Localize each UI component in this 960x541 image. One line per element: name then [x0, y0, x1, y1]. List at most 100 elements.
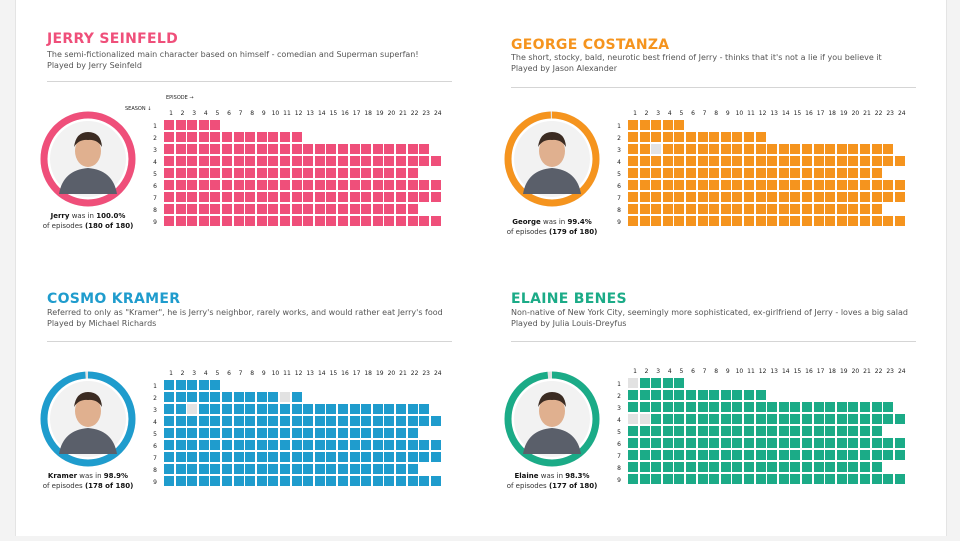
episode-cell	[894, 216, 905, 226]
episode-cell	[767, 426, 778, 436]
season-tick-label: 1	[617, 381, 621, 388]
episode-cell	[303, 428, 314, 438]
episode-cell	[662, 474, 673, 484]
episode-cell	[639, 156, 650, 166]
episode-cell	[175, 380, 186, 390]
episode-tick-label: 1	[169, 370, 173, 377]
episode-cell	[291, 156, 302, 166]
episode-cell	[732, 402, 743, 412]
episode-cell	[210, 216, 221, 226]
episode-cell	[326, 156, 337, 166]
avatar	[50, 381, 126, 457]
episode-cell	[639, 132, 650, 142]
season-tick-label: 8	[617, 207, 621, 214]
season-tick-label: 7	[153, 455, 157, 462]
episode-cell	[372, 416, 383, 426]
episode-cell	[744, 168, 754, 178]
character-short-name: Jerry	[50, 212, 70, 220]
episode-cell	[326, 192, 337, 202]
episode-cell	[187, 156, 198, 166]
was-in-text: was in	[542, 218, 566, 226]
episode-cell	[674, 180, 685, 190]
episode-cell	[303, 216, 314, 226]
episode-cell	[407, 192, 418, 202]
episode-cell	[164, 416, 174, 426]
episode-cell	[860, 438, 870, 448]
season-tick-label: 4	[617, 159, 621, 166]
season-axis-title: SEASON ↓	[125, 106, 151, 112]
character-short-name: George	[512, 218, 541, 226]
episode-tick-label: 1	[633, 110, 637, 117]
episode-cell	[883, 402, 894, 412]
episode-cell	[755, 204, 766, 214]
episode-tick-label: 18	[828, 110, 836, 117]
episode-cell	[187, 180, 198, 190]
appearance-stat: Elaine was in 98.3% of episodes (177 of …	[481, 471, 623, 491]
episode-tick-label: 5	[679, 368, 684, 375]
episode-cell	[198, 192, 209, 202]
episode-cell	[291, 464, 302, 474]
episode-cell	[314, 464, 325, 474]
episode-cell	[303, 464, 314, 474]
episode-cell	[361, 168, 372, 178]
episode-cell	[314, 216, 325, 226]
episode-cell	[407, 428, 418, 438]
episode-cell	[732, 438, 743, 448]
episode-cell	[280, 440, 290, 450]
episode-cell	[222, 216, 232, 226]
episode-cell	[164, 168, 174, 178]
season-tick-label: 4	[153, 419, 157, 426]
episode-tick-label: 18	[364, 110, 372, 117]
episode-cell	[245, 428, 256, 438]
episode-cell	[755, 144, 766, 154]
episode-cell	[175, 168, 186, 178]
episode-cell	[384, 440, 395, 450]
episode-cell	[674, 144, 685, 154]
episode-cell	[836, 414, 847, 424]
episode-cell	[720, 414, 731, 424]
episode-cell	[836, 144, 847, 154]
episode-cell	[697, 144, 708, 154]
episode-cell	[187, 464, 198, 474]
episode-cell	[662, 462, 673, 472]
episode-cell	[744, 390, 754, 400]
episode-cell	[280, 144, 290, 154]
season-tick-labels: 1 2 3 4 5 6 7 8 9	[613, 122, 627, 232]
episode-cell	[164, 464, 174, 474]
episode-cell	[697, 426, 708, 436]
episode-cell	[860, 474, 870, 484]
episode-cell	[651, 132, 662, 142]
character-short-name: Kramer	[47, 472, 78, 480]
episode-cell	[674, 192, 685, 202]
episode-cell	[825, 180, 836, 190]
episode-tick-label: 2	[644, 110, 649, 117]
episode-cell	[430, 440, 441, 450]
episode-cell	[187, 428, 198, 438]
episode-cell	[314, 440, 325, 450]
episode-tick-label: 19	[839, 110, 848, 117]
episode-cell	[790, 180, 801, 190]
episode-cell	[280, 428, 290, 438]
episode-cell	[349, 216, 360, 226]
episode-cell	[732, 426, 743, 436]
episode-cell	[372, 440, 383, 450]
episode-cell	[314, 156, 325, 166]
season-tick-label: 5	[617, 171, 621, 178]
episode-cell	[755, 192, 766, 202]
episode-cell	[268, 168, 279, 178]
episode-cell	[836, 180, 847, 190]
episode-cell	[709, 438, 720, 448]
episode-cell	[755, 390, 766, 400]
episode-cell	[430, 416, 441, 426]
divider	[47, 341, 452, 342]
season-tick-label: 2	[153, 135, 157, 142]
episode-cell	[280, 156, 290, 166]
episode-axis-title: EPISODE →	[166, 95, 194, 101]
episode-cell	[222, 392, 232, 402]
episode-cell	[720, 168, 731, 178]
season-tick-label: 7	[617, 453, 621, 460]
episode-cell	[268, 156, 279, 166]
episode-cell	[674, 414, 685, 424]
episode-cell	[778, 474, 789, 484]
of-episodes-text: of episodes	[42, 482, 83, 490]
